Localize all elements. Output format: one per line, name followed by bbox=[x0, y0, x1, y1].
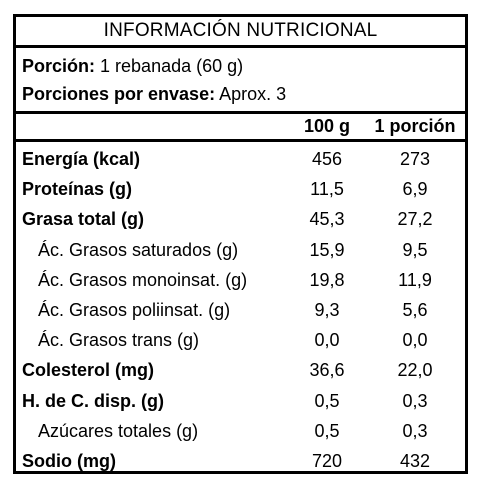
nutrient-rows: Energía (kcal) 456 273 Proteínas (g) 11,… bbox=[16, 142, 465, 476]
nutrient-row-monounsaturated-fat: Ác. Grasos monoinsat. (g) 19,8 11,9 bbox=[16, 265, 465, 295]
nutrient-name: Proteínas (g) bbox=[22, 179, 133, 200]
nutrient-value-per-100g: 11,5 bbox=[310, 179, 344, 200]
nutrient-value-per-100g: 36,6 bbox=[309, 360, 345, 381]
nutrient-value-per-portion: 273 bbox=[399, 149, 431, 169]
table-title: INFORMACIÓN NUTRICIONAL bbox=[16, 17, 465, 48]
nutrient-value-per-portion: 0,0 bbox=[402, 330, 428, 351]
portion-size-value: 1 rebanada (60 g) bbox=[100, 56, 244, 76]
nutrient-row-polyunsaturated-fat: Ác. Grasos poliinsat. (g) 9,3 5,6 bbox=[16, 295, 465, 325]
nutrient-row-energy: Energía (kcal) 456 273 bbox=[16, 144, 465, 174]
nutrient-name: Azúcares totales (g) bbox=[38, 420, 199, 441]
nutrient-value-per-portion: 0,3 bbox=[402, 420, 428, 441]
nutrient-value-per-portion: 11,9 bbox=[398, 269, 432, 290]
nutrient-row-protein: Proteínas (g) 11,5 6,9 bbox=[16, 174, 465, 204]
nutrient-value-per-100g: 19,8 bbox=[309, 269, 345, 290]
nutrient-row-saturated-fat: Ác. Grasos saturados (g) 15,9 9,5 bbox=[16, 235, 465, 265]
nutrient-row-cholesterol: Colesterol (mg) 36,6 22,0 bbox=[16, 355, 465, 385]
nutrient-name: Sodio (mg) bbox=[22, 450, 116, 471]
nutrient-row-trans-fat: Ác. Grasos trans (g) 0,0 0,0 bbox=[16, 325, 465, 355]
nutrient-value-per-100g: 0,5 bbox=[314, 420, 340, 441]
nutrient-value-per-100g: 720 bbox=[311, 450, 343, 471]
column-header-row: 100 g 1 porción bbox=[16, 114, 465, 142]
nutrient-value-per-portion: 5,6 bbox=[402, 299, 428, 320]
column-header-per-portion: 1 porción bbox=[374, 116, 456, 136]
servings-line: Porciones por envase: Aprox. 3 bbox=[22, 80, 465, 108]
portion-size-line: Porción: 1 rebanada (60 g) bbox=[22, 52, 465, 80]
nutrient-value-per-100g: 45,3 bbox=[309, 209, 345, 230]
nutrient-name: H. de C. disp. (g) bbox=[22, 390, 164, 411]
nutrient-row-sodium: Sodio (mg) 720 432 bbox=[16, 446, 465, 476]
column-header-per-100g: 100 g bbox=[303, 116, 351, 136]
nutrient-value-per-100g: 9,3 bbox=[314, 299, 340, 320]
servings-label: Porciones por envase: bbox=[22, 84, 216, 104]
nutrient-value-per-100g: 0,0 bbox=[314, 330, 340, 351]
nutrient-name: Grasa total (g) bbox=[22, 209, 145, 230]
nutrient-value-per-portion: 27,2 bbox=[397, 209, 433, 230]
portion-size-label: Porción: bbox=[22, 56, 96, 76]
nutrient-value-per-100g: 0,5 bbox=[314, 390, 340, 411]
nutrient-name: Ác. Grasos saturados (g) bbox=[38, 239, 239, 260]
servings-value: Aprox. 3 bbox=[219, 84, 287, 104]
nutrient-value-per-100g: 15,9 bbox=[309, 239, 345, 260]
nutrient-value-per-portion: 22,0 bbox=[397, 360, 433, 381]
nutrient-name: Energía (kcal) bbox=[22, 149, 141, 169]
nutrient-row-total-fat: Grasa total (g) 45,3 27,2 bbox=[16, 204, 465, 234]
nutrient-value-per-100g: 456 bbox=[311, 149, 343, 169]
nutrition-facts-table: INFORMACIÓN NUTRICIONAL Porción: 1 reban… bbox=[13, 14, 468, 474]
nutrient-name: Colesterol (mg) bbox=[22, 360, 155, 381]
portion-info: Porción: 1 rebanada (60 g) Porciones por… bbox=[16, 48, 465, 114]
nutrient-value-per-portion: 432 bbox=[399, 450, 431, 471]
nutrient-name: Ác. Grasos monoinsat. (g) bbox=[38, 269, 248, 290]
nutrient-row-carbohydrates: H. de C. disp. (g) 0,5 0,3 bbox=[16, 386, 465, 416]
nutrient-value-per-portion: 0,3 bbox=[402, 390, 428, 411]
nutrient-name: Ác. Grasos poliinsat. (g) bbox=[38, 299, 231, 320]
nutrient-value-per-portion: 6,9 bbox=[402, 179, 428, 200]
nutrient-name: Ác. Grasos trans (g) bbox=[38, 330, 200, 351]
nutrient-value-per-portion: 9,5 bbox=[402, 239, 428, 260]
nutrient-row-total-sugars: Azúcares totales (g) 0,5 0,3 bbox=[16, 416, 465, 446]
